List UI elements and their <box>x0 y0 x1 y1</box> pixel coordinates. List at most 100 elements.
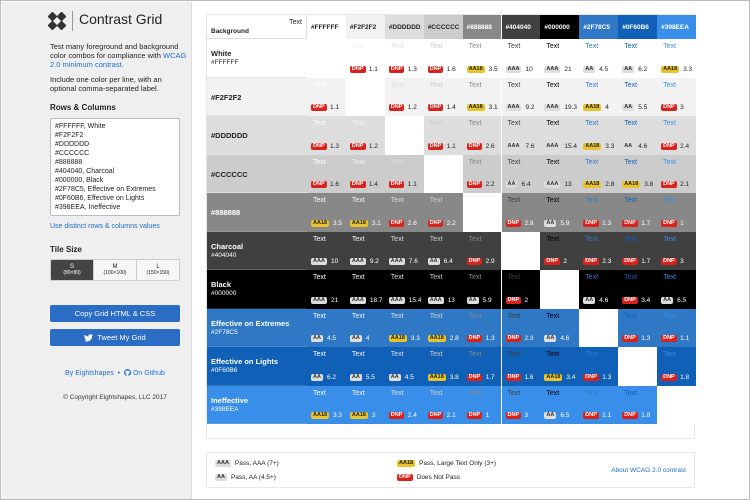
cell-rating-badge: DNP <box>466 373 483 381</box>
row-label-name: #CCCCCC <box>211 169 248 179</box>
cell-rating-badge: DNP <box>583 258 599 265</box>
cell-rating-badge: AAA <box>388 296 405 304</box>
cell-sample-text: Text <box>585 197 599 204</box>
cell-rating-badge: AAA <box>311 258 327 265</box>
row-label: Charcoal #404040 <box>207 231 307 270</box>
tweet-grid-button[interactable]: Tweet My Grid <box>50 329 180 346</box>
cell-rating-badge: AA <box>622 142 635 150</box>
grid-cell: Text DNP 2.2 <box>423 193 463 232</box>
cell-sample-text: Text <box>390 235 404 243</box>
cell-sample-text: Text <box>624 274 638 281</box>
cell-sample-text: Text <box>546 81 560 89</box>
grid-cell: Text DNP 1.2 <box>384 77 424 116</box>
cell-rating-badge: AA <box>505 181 518 188</box>
grid-cell: Text AA 6.4 <box>423 231 463 270</box>
cell-contrast-ratio: 2.6 <box>407 219 417 227</box>
cell-sample-text: Text <box>313 235 326 243</box>
grid-cell: Text AA18 3.1 <box>462 77 502 116</box>
cell-sample-text: Text <box>313 351 326 358</box>
cell-contrast-ratio: 3.8 <box>449 373 459 381</box>
cell-contrast-ratio: 2 <box>524 296 529 304</box>
cell-contrast-ratio: 19.3 <box>564 104 578 111</box>
cell-contrast-ratio: 2.9 <box>485 258 495 265</box>
cell-sample-text: Text <box>351 351 365 358</box>
cell-rating-badge: AA <box>466 296 479 304</box>
grid-cell: Text AA18 3.1 <box>345 193 385 232</box>
cell-contrast-ratio: 13 <box>447 296 455 304</box>
column-header: #CCCCCC <box>423 15 463 39</box>
cell-sample-text: Text <box>663 81 676 89</box>
cell-contrast-ratio: 4.5 <box>599 65 609 73</box>
grid-cell: Text AA 5.5 <box>345 347 385 386</box>
grid-cell: Text AAA 15.4 <box>384 270 424 309</box>
cell-contrast-ratio: 1.2 <box>407 104 417 111</box>
grid-cell: Text AA18 3.8 <box>618 154 658 193</box>
grid-cell: Text DNP 1.1 <box>345 39 385 78</box>
cell-contrast-ratio: 1.6 <box>330 181 340 188</box>
cell-rating-badge: DNP <box>544 258 561 265</box>
cell-sample-text: Text <box>546 43 560 50</box>
tile-size-option-m[interactable]: M (100×100) <box>94 260 137 280</box>
cell-sample-text: Text <box>585 389 599 397</box>
cell-contrast-ratio: 3.5 <box>333 219 343 227</box>
cell-sample-text: Text <box>429 120 443 127</box>
copy-grid-button[interactable]: Copy Grid HTML & CSS <box>50 305 180 322</box>
cell-sample-text: Text <box>663 120 676 127</box>
grid-cell: Text DNP 1.1 <box>423 116 463 155</box>
cell-contrast-ratio: 3.4 <box>566 373 576 381</box>
row-label: #F2F2F2 <box>207 77 307 116</box>
cell-contrast-ratio: 1.3 <box>602 373 612 381</box>
cell-sample-text: Text <box>351 43 365 50</box>
cell-rating-badge: AA18 <box>583 142 602 150</box>
grid-cell <box>657 385 696 424</box>
cell-rating-badge: AA18 <box>622 181 641 188</box>
legend-aa18-badge: AA18 <box>397 460 416 467</box>
cell-rating-badge: DNP <box>622 412 638 419</box>
cell-rating-badge: DNP <box>622 219 638 227</box>
grid-cell: Text DNP 2.4 <box>657 116 696 155</box>
cell-sample-text: Text <box>429 81 443 89</box>
cell-contrast-ratio: 3.1 <box>488 104 498 111</box>
grid-cell: Text AA18 3.3 <box>657 39 696 78</box>
rows-columns-input[interactable] <box>50 118 180 216</box>
intro-description: Test many foreground and background colo… <box>50 42 179 60</box>
cell-contrast-ratio: 9.2 <box>369 258 379 265</box>
grid-cell: Text DNP 2.6 <box>462 116 502 155</box>
cell-sample-text: Text <box>585 235 599 243</box>
cell-contrast-ratio: 2.3 <box>524 335 534 342</box>
cell-rating-badge: AA18 <box>661 65 680 73</box>
cell-sample-text: Text <box>468 312 482 320</box>
wcag-link[interactable]: WCAG 2.0 minimum contrast. <box>50 51 187 69</box>
cell-contrast-ratio: 10 <box>525 65 533 73</box>
row-label-hex: #FFFFFF <box>211 59 239 66</box>
tile-size-option-s[interactable]: S (80×80) <box>51 260 94 280</box>
cell-rating-badge: AA18 <box>349 219 368 227</box>
cell-contrast-ratio: 4.5 <box>327 335 337 342</box>
cell-contrast-ratio: 6.2 <box>638 65 648 73</box>
grid-cell: Text DNP 2.1 <box>423 385 463 424</box>
grid-cell <box>307 39 346 78</box>
cell-rating-badge: DNP <box>349 142 366 150</box>
grid-cell: Text AA 6.2 <box>618 39 658 78</box>
tile-size-option-l[interactable]: L (150×150) <box>137 260 179 280</box>
legend-aaa-text: Pass, AAA (7+) <box>234 460 279 467</box>
distinct-rows-columns-link[interactable]: Use distinct rows & columns values <box>50 223 160 230</box>
cell-contrast-ratio: 1.3 <box>641 335 651 342</box>
cell-contrast-ratio: 6.4 <box>521 181 531 188</box>
tweet-button-label: Tweet My Grid <box>97 333 146 342</box>
cell-rating-badge: AAA <box>388 258 405 265</box>
eightshapes-link[interactable]: By Eightshapes <box>65 370 114 377</box>
github-link[interactable]: On Github <box>132 370 165 377</box>
cell-sample-text: Text <box>390 312 404 320</box>
cell-sample-text: Text <box>313 312 326 320</box>
tile-size-heading: Tile Size <box>50 245 82 254</box>
cell-contrast-ratio: 5.9 <box>482 296 492 304</box>
cell-sample-text: Text <box>624 312 638 320</box>
row-label-hex: #000000 <box>211 290 237 297</box>
cell-sample-text: Text <box>585 81 599 89</box>
about-wcag-link[interactable]: About WCAG 2.0 contrast <box>611 467 686 474</box>
grid-cell: Text AAA 7.6 <box>501 116 541 155</box>
grid-cell: Text AA 5.5 <box>618 77 658 116</box>
grid-cell: Text DNP 1.6 <box>423 39 463 78</box>
cell-sample-text: Text <box>507 351 521 358</box>
